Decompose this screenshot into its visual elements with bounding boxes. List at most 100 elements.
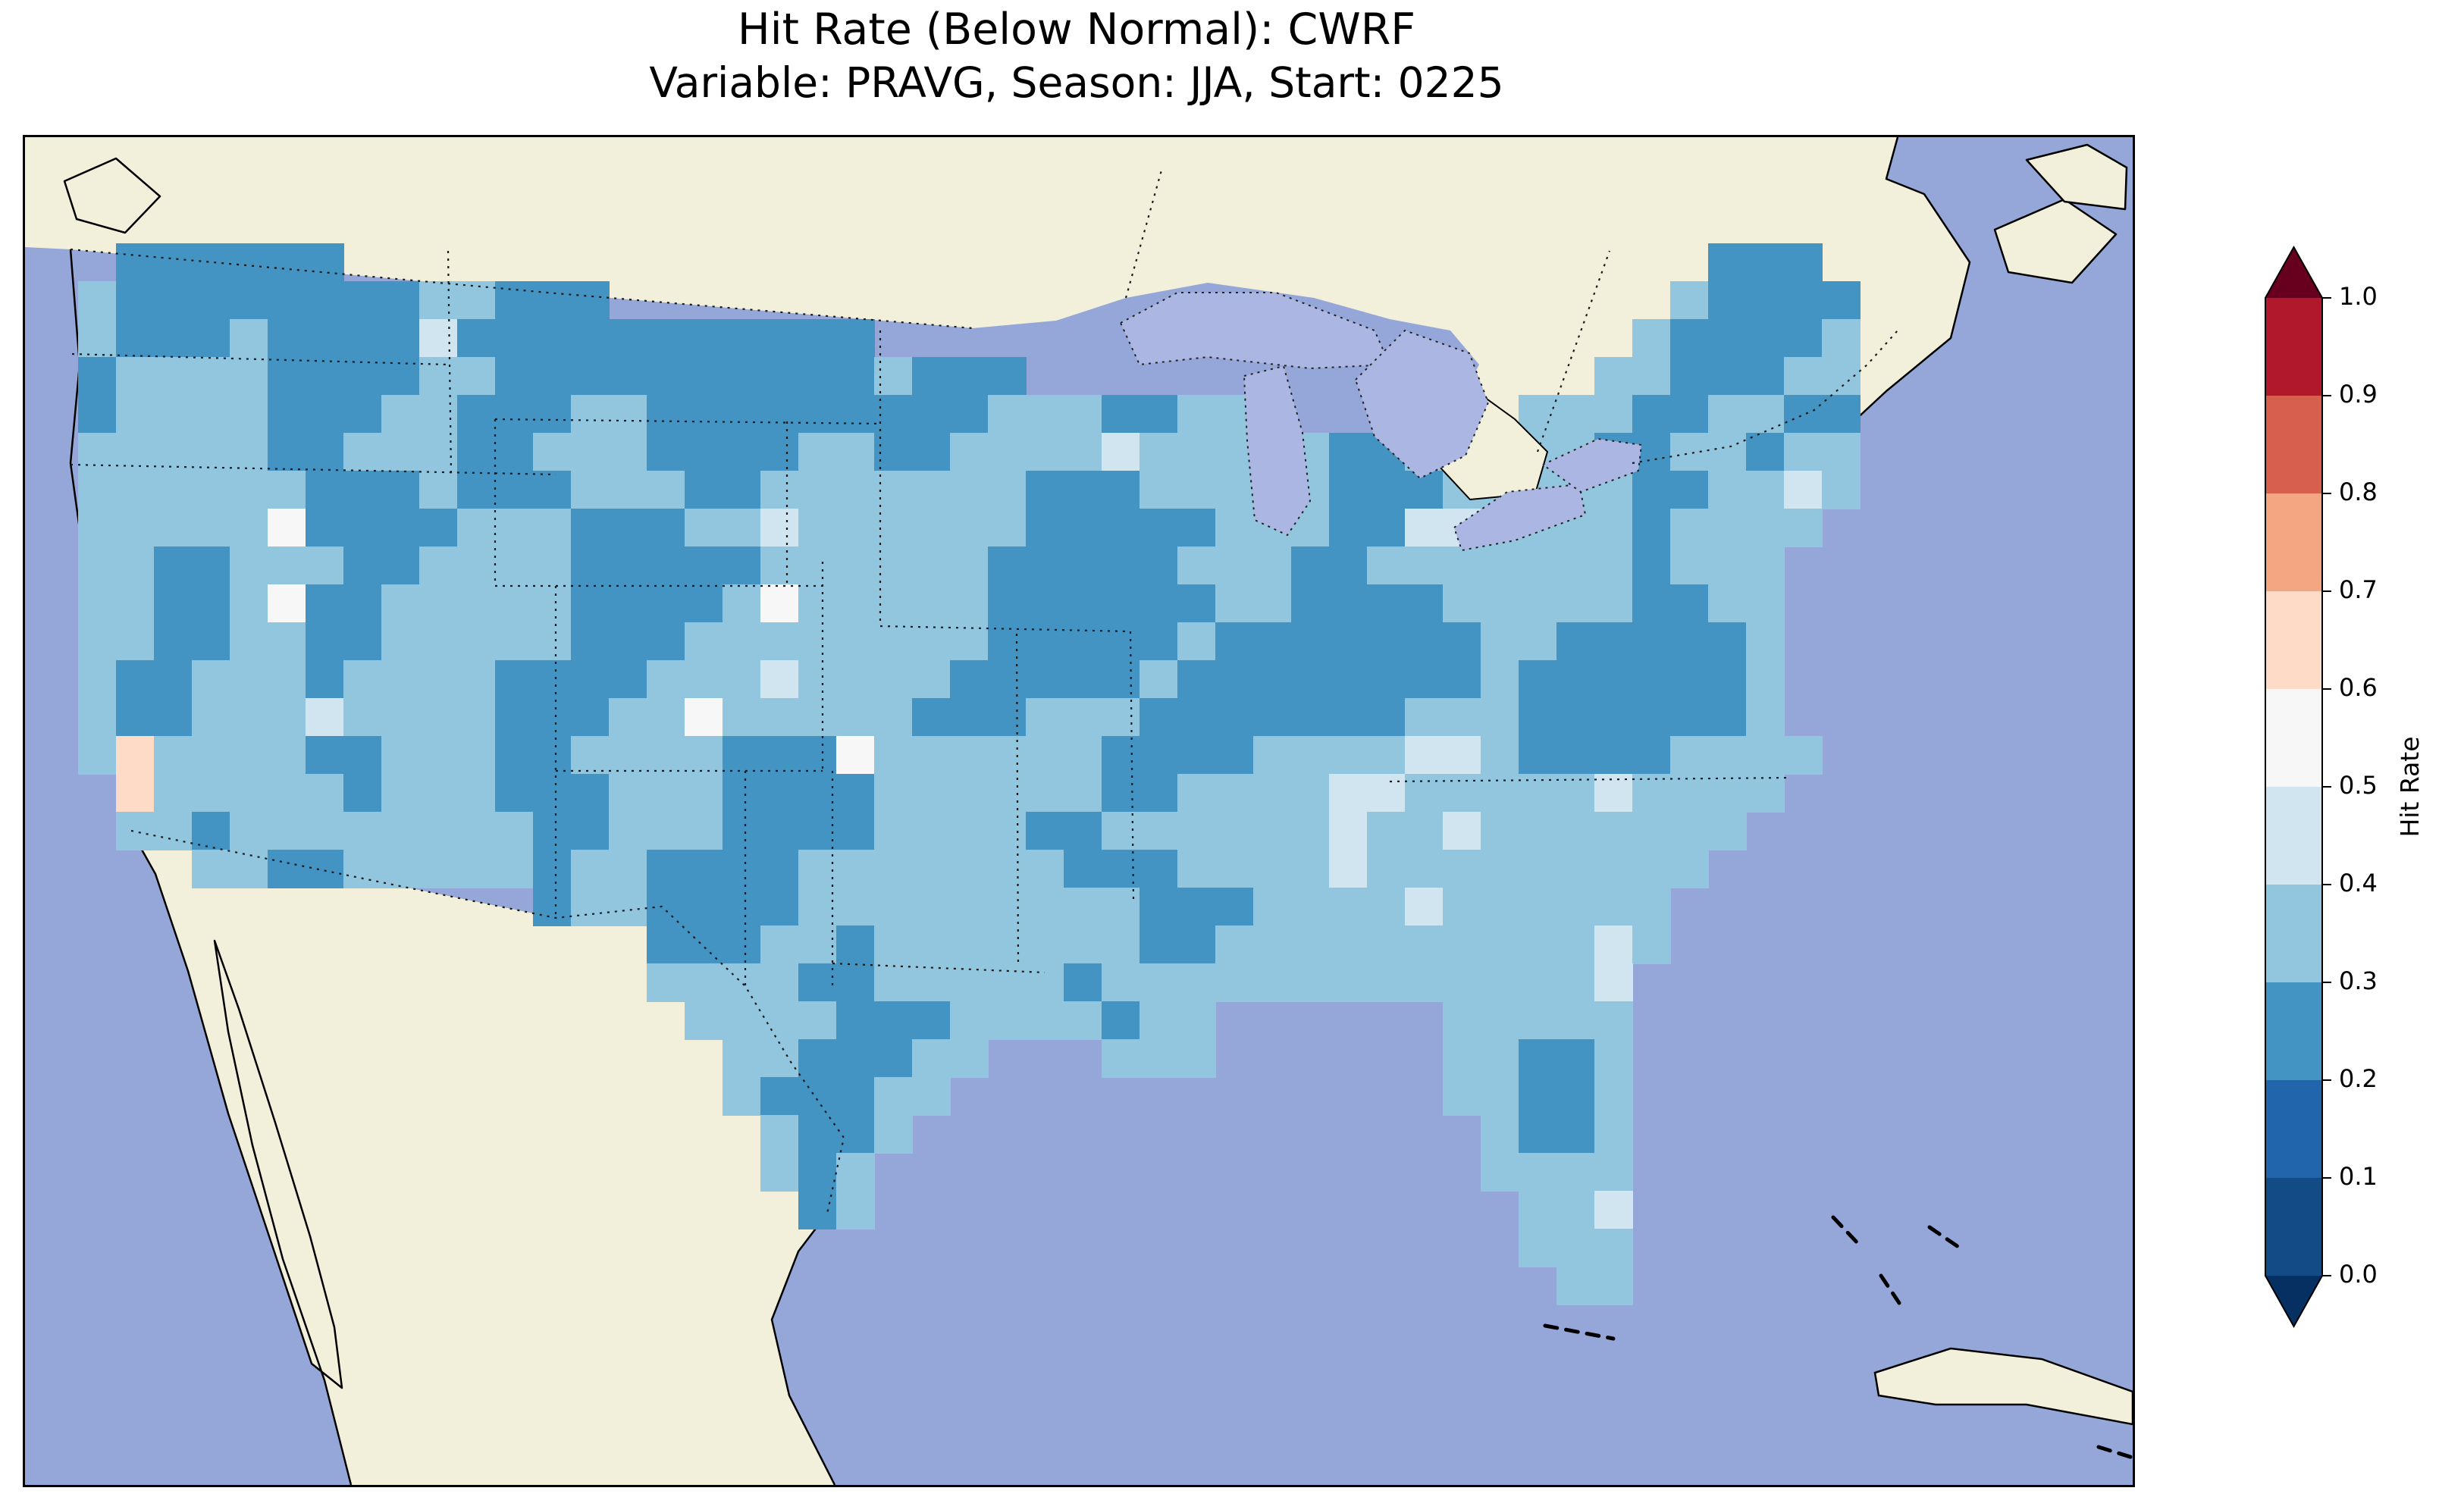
grid-cell bbox=[950, 698, 989, 737]
grid-cell bbox=[571, 395, 610, 434]
grid-cell bbox=[419, 471, 458, 509]
grid-cell bbox=[760, 888, 799, 926]
grid-cell bbox=[1708, 319, 1747, 358]
grid-cell bbox=[192, 395, 230, 434]
grid-cell bbox=[647, 774, 685, 813]
colorbar-tick-label: 0.0 bbox=[2339, 1260, 2378, 1289]
grid-cell bbox=[1443, 774, 1481, 813]
grid-cell bbox=[1746, 433, 1785, 471]
grid-cell bbox=[1140, 888, 1178, 926]
grid-cell bbox=[1443, 812, 1481, 850]
grid-cell bbox=[798, 547, 837, 585]
grid-cell bbox=[343, 547, 382, 585]
grid-cell bbox=[1519, 850, 1557, 888]
grid-cell bbox=[1594, 926, 1633, 964]
grid-cell bbox=[1253, 698, 1292, 737]
grid-cell bbox=[571, 584, 610, 623]
grid-cell bbox=[1405, 584, 1444, 623]
grid-cell bbox=[571, 547, 610, 585]
grid-cell bbox=[836, 888, 875, 926]
grid-cell bbox=[723, 395, 761, 434]
grid-cell bbox=[78, 698, 117, 737]
grid-cell bbox=[988, 395, 1027, 434]
grid-cell bbox=[1784, 736, 1823, 775]
grid-cell bbox=[1594, 660, 1633, 699]
grid-cell bbox=[154, 812, 193, 850]
grid-cell bbox=[306, 357, 344, 396]
grid-cell bbox=[1708, 471, 1747, 509]
colorbar-tick-label: 0.5 bbox=[2339, 771, 2378, 800]
grid-cell bbox=[647, 357, 685, 396]
grid-cell bbox=[1784, 319, 1823, 358]
grid-cell bbox=[230, 584, 268, 623]
grid-cell bbox=[685, 433, 723, 471]
us-mexico-border bbox=[130, 829, 845, 1214]
grid-cell bbox=[1481, 1039, 1519, 1078]
grid-cell bbox=[1519, 1039, 1557, 1078]
grid-cell bbox=[343, 319, 382, 358]
grid-cell bbox=[950, 1001, 989, 1040]
grid-cell bbox=[1405, 888, 1444, 926]
grid-cell bbox=[192, 319, 230, 358]
grid-cell bbox=[1064, 698, 1102, 737]
grid-cell bbox=[343, 509, 382, 547]
grid-cell bbox=[1253, 547, 1292, 585]
grid-cell bbox=[760, 319, 799, 358]
grid-cell bbox=[1708, 736, 1747, 775]
grid-cell bbox=[419, 547, 458, 585]
grid-cell bbox=[1177, 509, 1216, 547]
grid-cell bbox=[1177, 1039, 1216, 1078]
grid-cell bbox=[230, 395, 268, 434]
grid-cell bbox=[723, 433, 761, 471]
colorbar-tick-label: 0.8 bbox=[2339, 478, 2378, 506]
grid-cell bbox=[1556, 926, 1595, 964]
grid-cell bbox=[912, 963, 951, 1002]
grid-cell bbox=[1102, 395, 1140, 434]
grid-cell bbox=[1253, 584, 1292, 623]
grid-cell bbox=[1329, 660, 1368, 699]
colorbar-tick-label: 0.1 bbox=[2339, 1162, 2378, 1191]
grid-cell bbox=[116, 622, 155, 661]
grid-cell bbox=[685, 698, 723, 737]
grid-cell bbox=[154, 660, 193, 699]
grid-cell bbox=[1102, 850, 1140, 888]
grid-cell bbox=[1177, 584, 1216, 623]
grid-cell bbox=[685, 584, 723, 623]
grid-cell bbox=[685, 509, 723, 547]
grid-cell bbox=[1140, 963, 1178, 1002]
mexico-gulf-coastline bbox=[770, 1213, 836, 1485]
hit-rate-grid bbox=[78, 243, 1861, 1305]
grid-cell bbox=[381, 622, 420, 661]
grid-cell bbox=[836, 1039, 875, 1078]
grid-cell bbox=[798, 357, 837, 396]
grid-cell bbox=[1140, 660, 1178, 699]
grid-cell bbox=[1177, 774, 1216, 813]
bahamas-3 bbox=[1927, 1225, 1965, 1252]
grid-cell bbox=[912, 395, 951, 434]
grid-cell bbox=[1177, 1001, 1216, 1040]
bahamas-2 bbox=[1879, 1273, 1901, 1305]
grid-cell bbox=[1329, 926, 1368, 964]
colorbar-under-arrow bbox=[2265, 1276, 2322, 1326]
grid-cell bbox=[1632, 926, 1671, 964]
grid-cell bbox=[1594, 1191, 1633, 1229]
grid-cell bbox=[1329, 471, 1368, 509]
grid-cell bbox=[1632, 660, 1671, 699]
grid-cell bbox=[723, 660, 761, 699]
grid-cell bbox=[1026, 698, 1064, 737]
grid-cell bbox=[1140, 736, 1178, 775]
grid-cell bbox=[685, 888, 723, 926]
grid-cell bbox=[1594, 963, 1633, 1002]
grid-cell bbox=[1822, 433, 1861, 471]
grid-cell bbox=[1026, 471, 1064, 509]
grid-cell bbox=[798, 395, 837, 434]
colorbar-segment bbox=[2265, 493, 2322, 592]
grid-cell bbox=[1026, 888, 1064, 926]
newfoundland bbox=[2025, 143, 2128, 211]
grid-cell bbox=[1140, 433, 1178, 471]
grid-cell bbox=[1481, 926, 1519, 964]
lake-superior bbox=[1120, 292, 1390, 369]
grid-cell bbox=[230, 433, 268, 471]
grid-cell bbox=[268, 471, 306, 509]
grid-cell bbox=[1177, 433, 1216, 471]
